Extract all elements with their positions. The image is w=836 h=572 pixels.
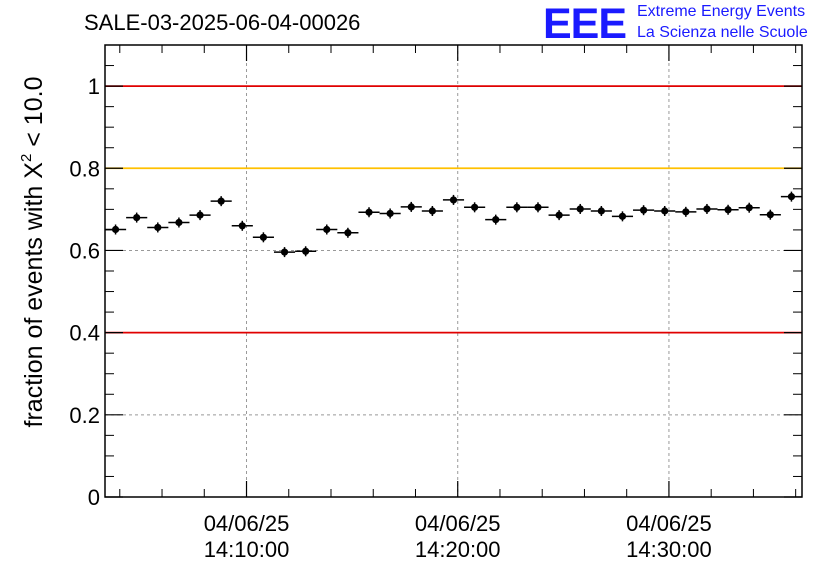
data-point: [548, 210, 570, 221]
data-point: [147, 222, 169, 233]
data-point-marker: [597, 207, 605, 215]
grid-lines: [105, 45, 802, 497]
data-points: [105, 188, 823, 258]
data-point-marker: [492, 216, 500, 224]
y-axis-label: fraction of events with X2 < 10.0: [18, 77, 48, 428]
data-point: [717, 204, 739, 215]
y-tick-label: 1: [88, 74, 100, 99]
data-point-marker: [133, 213, 141, 222]
y-tick-label: 0.8: [69, 156, 100, 181]
data-point: [442, 194, 465, 205]
data-point: [485, 214, 507, 225]
data-point: [105, 224, 127, 235]
x-tick-label-date: 04/06/25: [415, 511, 501, 536]
data-point-marker: [111, 225, 120, 234]
y-tick-label: 0: [88, 485, 100, 510]
data-point-marker: [724, 206, 732, 214]
reference-lines: [105, 85, 802, 334]
y-tick-label: 0.4: [69, 321, 100, 346]
data-point: [337, 227, 359, 238]
data-point: [780, 191, 802, 202]
logo-line-1: Extreme Energy Events: [637, 3, 806, 20]
data-point: [802, 188, 823, 198]
data-point-marker: [259, 233, 268, 241]
data-point: [273, 247, 296, 258]
data-point: [633, 205, 655, 216]
data-point: [210, 196, 232, 207]
data-point: [675, 206, 697, 217]
data-point-marker: [745, 204, 753, 212]
y-axis-label-exponent: 2: [18, 154, 35, 162]
x-tick-label-time: 14:30:00: [626, 537, 712, 562]
data-point: [569, 203, 591, 214]
data-point-marker: [407, 203, 415, 211]
data-point: [252, 232, 274, 243]
data-point-marker: [682, 208, 690, 216]
data-point: [189, 210, 211, 221]
data-point: [590, 206, 612, 217]
data-point: [654, 206, 676, 217]
data-point-marker: [703, 205, 711, 213]
data-point-marker: [302, 247, 310, 255]
data-point: [358, 207, 380, 218]
data-point-marker: [787, 193, 796, 201]
data-point-marker: [766, 211, 774, 219]
data-point-marker: [534, 203, 542, 211]
data-point-marker: [618, 212, 627, 220]
data-point: [126, 212, 148, 223]
data-point: [168, 217, 190, 228]
data-point: [316, 224, 338, 235]
data-point: [295, 246, 317, 257]
y-axis-label-prefix: fraction of events with: [20, 186, 48, 428]
data-point: [231, 220, 253, 231]
data-point-marker: [555, 211, 563, 219]
axis-ticks: [105, 45, 802, 498]
data-point-marker: [238, 222, 246, 230]
data-point: [400, 201, 422, 212]
y-tick-label: 0.2: [69, 403, 100, 428]
data-point: [738, 202, 760, 213]
data-point-marker: [513, 203, 521, 211]
eee-logo: EEE: [543, 0, 627, 48]
data-point: [464, 202, 486, 213]
data-point-marker: [471, 203, 479, 211]
data-point-marker: [217, 197, 225, 205]
data-point-marker: [428, 207, 436, 215]
data-point: [527, 202, 549, 213]
data-point-marker: [175, 218, 183, 227]
plot-frame: [104, 44, 803, 498]
data-point-marker: [386, 209, 394, 218]
chart-title: SALE-03-2025-06-04-00026: [84, 10, 361, 35]
data-point-marker: [809, 190, 816, 197]
y-axis-label-symbol: X: [20, 162, 48, 179]
x-tick-label-time: 14:10:00: [204, 537, 290, 562]
data-point-marker: [639, 206, 648, 214]
data-point: [379, 208, 401, 219]
y-axis-label-suffix: < 10.0: [20, 77, 48, 147]
data-point-marker: [344, 229, 352, 237]
x-tick-label-date: 04/06/25: [626, 511, 712, 536]
logo-line-2: La Scienza nelle Scuole: [637, 24, 808, 41]
x-tick-label-date: 04/06/25: [204, 511, 290, 536]
data-point-marker: [323, 225, 331, 234]
data-point-marker: [449, 196, 458, 204]
data-point-marker: [154, 223, 162, 232]
data-point-marker: [576, 205, 584, 213]
data-point: [421, 206, 443, 217]
data-point: [759, 209, 781, 220]
data-point-marker: [661, 207, 669, 215]
y-tick-label: 0.6: [69, 238, 100, 263]
data-point-marker: [196, 211, 204, 219]
y-tick-labels: 0 0.2 0.4 0.6 0.8 1: [69, 74, 100, 510]
x-tick-labels: 04/06/2514:10:0004/06/2514:20:0004/06/25…: [204, 511, 712, 562]
data-point-marker: [365, 208, 373, 216]
data-point: [696, 203, 718, 214]
x-tick-label-time: 14:20:00: [415, 537, 501, 562]
data-point: [506, 202, 528, 213]
data-point-marker: [280, 248, 289, 256]
data-point: [611, 211, 634, 222]
